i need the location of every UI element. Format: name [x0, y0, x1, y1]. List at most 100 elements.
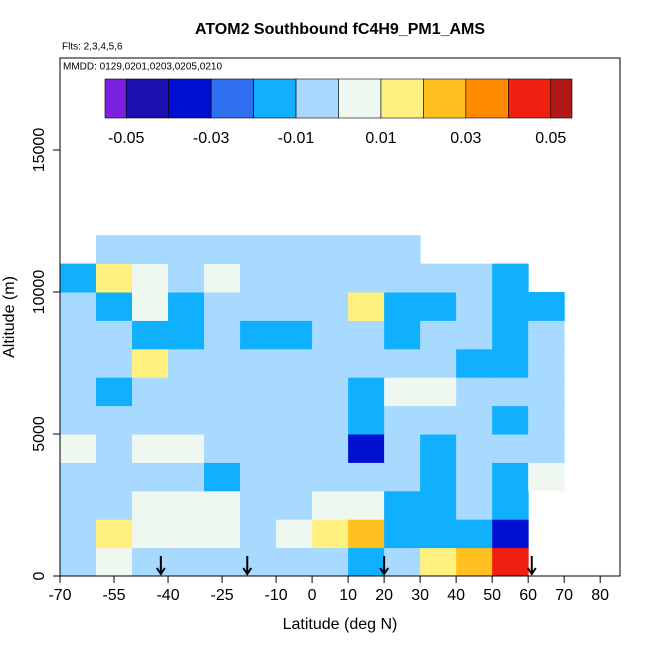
heat-cell — [384, 235, 421, 265]
heat-cell — [312, 547, 349, 577]
heat-cell — [420, 263, 457, 293]
heat-cell — [240, 462, 277, 492]
heat-cell — [204, 547, 241, 577]
heat-cell — [60, 547, 97, 577]
x-tick-label: 80 — [591, 587, 609, 604]
heat-cell — [348, 377, 385, 407]
heat-cell — [96, 263, 133, 293]
heat-cell — [528, 434, 565, 463]
heat-cell — [528, 320, 565, 350]
heat-cell — [456, 377, 493, 407]
arrow-marker — [242, 556, 253, 576]
x-tick-label: -40 — [156, 587, 179, 604]
heat-cell — [240, 320, 277, 350]
colorbar-tick-label: 0.03 — [450, 130, 481, 147]
heat-cell — [240, 348, 277, 378]
heat-cell — [204, 405, 241, 435]
heat-cell — [60, 490, 97, 520]
heat-cell — [276, 235, 313, 265]
heat-cell — [312, 519, 349, 549]
heat-cell — [276, 348, 313, 378]
heat-cell — [420, 490, 457, 520]
heat-cell — [240, 235, 277, 265]
heat-cell — [132, 434, 169, 463]
heat-cell — [384, 377, 421, 407]
heat-cell — [420, 348, 457, 378]
heat-cell — [528, 405, 565, 435]
x-tick-label: 10 — [339, 587, 357, 604]
heat-cell — [492, 377, 529, 407]
heat-cell — [348, 235, 385, 265]
colorbar-tick-label: 0.05 — [535, 130, 566, 147]
x-tick-label: -55 — [102, 587, 125, 604]
heat-cell — [348, 348, 385, 378]
heat-cell — [168, 263, 205, 293]
heat-cell — [348, 490, 385, 520]
x-tick-label: -10 — [265, 587, 288, 604]
heat-cell — [492, 320, 529, 350]
heat-cell — [60, 462, 97, 492]
heat-cell — [168, 377, 205, 407]
heat-cell — [240, 434, 277, 463]
heat-cell — [348, 462, 385, 492]
heat-cell — [348, 320, 385, 350]
heatmap — [60, 235, 565, 577]
heat-cell — [132, 377, 169, 407]
heat-cell — [456, 348, 493, 378]
chart-title: ATOM2 Southbound fC4H9_PM1_AMS — [195, 21, 485, 38]
heat-cell — [168, 405, 205, 435]
heat-cell — [204, 263, 241, 293]
heat-cell — [456, 320, 493, 350]
heat-cell — [276, 377, 313, 407]
heat-cell — [312, 235, 349, 265]
heat-cell — [492, 547, 529, 577]
heat-cell — [456, 263, 493, 293]
heat-cell — [312, 434, 349, 463]
heat-cell — [96, 292, 133, 321]
heat-cell — [312, 263, 349, 293]
heat-cell — [276, 547, 313, 577]
heat-cell — [132, 519, 169, 549]
heat-cell — [168, 348, 205, 378]
heat-cell — [168, 235, 205, 265]
heat-cell — [384, 405, 421, 435]
heat-cell — [276, 263, 313, 293]
heat-cell — [204, 320, 241, 350]
heat-cell — [420, 405, 457, 435]
y-tick-label: 5000 — [31, 416, 48, 452]
heat-cell — [132, 405, 169, 435]
annotation: MMDD: 0129,0201,0203,0205,0210 — [63, 62, 222, 73]
colorbar-tick-label: 0.01 — [365, 130, 396, 147]
heat-cell — [456, 490, 493, 520]
heat-cell — [276, 462, 313, 492]
heat-cell — [132, 320, 169, 350]
arrow-marker — [379, 556, 389, 576]
y-tick-label: 10000 — [31, 270, 48, 315]
heat-cell — [204, 348, 241, 378]
heat-cell — [312, 462, 349, 492]
heat-cell — [132, 292, 169, 321]
heat-cell — [420, 547, 457, 577]
heat-cell — [168, 462, 205, 492]
heat-cell — [96, 519, 133, 549]
colorbar-swatch — [210, 78, 254, 119]
heat-cell — [96, 405, 133, 435]
heat-cell — [276, 292, 313, 321]
heat-cell — [240, 263, 277, 293]
heat-cell — [204, 490, 241, 520]
heat-cell — [348, 292, 385, 321]
heat-cell — [492, 405, 529, 435]
heat-cell — [348, 405, 385, 435]
heat-cell — [240, 519, 277, 549]
heat-cell — [456, 405, 493, 435]
colorbar: -0.05 -0.03 -0.01 0.01 0.03 0.05 — [104, 78, 573, 147]
subtitle: Flts: 2,3,4,5,6 — [62, 42, 123, 53]
colorbar-swatch — [338, 78, 382, 119]
heat-cell — [348, 434, 385, 463]
heat-cell — [276, 490, 313, 520]
x-tick-label: 50 — [483, 587, 501, 604]
heat-cell — [204, 434, 241, 463]
heat-cell — [168, 434, 205, 463]
colorbar-swatch — [125, 78, 169, 119]
